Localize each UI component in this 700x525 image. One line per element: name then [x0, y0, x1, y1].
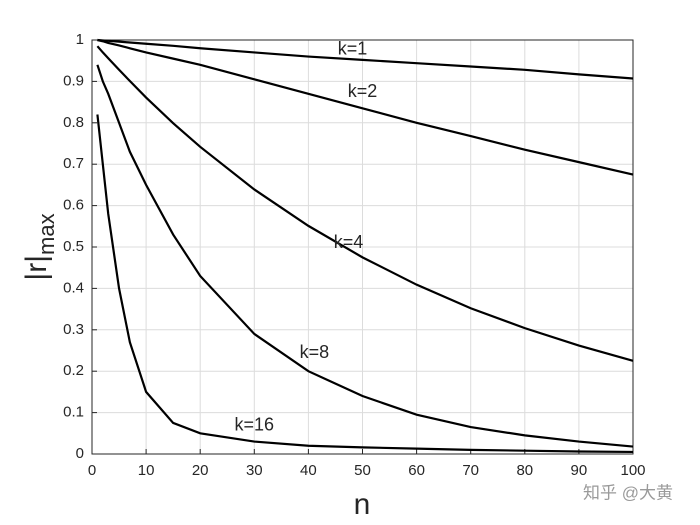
x-tick-label: 80 — [516, 462, 533, 479]
y-tick-label: 0.4 — [63, 279, 84, 296]
x-tick-label: 40 — [300, 462, 317, 479]
y-tick-label: 0.2 — [63, 362, 84, 379]
x-tick-label: 70 — [462, 462, 479, 479]
curve — [96, 64, 634, 448]
y-tick-label: 0.5 — [63, 238, 84, 255]
y-axis-label-sub: max — [34, 213, 59, 255]
curve-label: k=4 — [334, 232, 364, 252]
y-tick-label: 0.1 — [63, 404, 84, 421]
y-tick-label: 0.3 — [63, 321, 84, 338]
curve-label: k=16 — [235, 414, 275, 434]
y-axis-label-main: |r| — [20, 255, 53, 281]
y-tick-label: 0.7 — [63, 155, 84, 172]
x-tick-label: 60 — [408, 462, 425, 479]
x-tick-label: 0 — [88, 462, 96, 479]
curve — [96, 114, 634, 454]
y-axis-label: |r|max — [20, 213, 59, 280]
x-tick-label: 50 — [354, 462, 371, 479]
curve-label: k=2 — [348, 81, 378, 101]
curve — [97, 38, 634, 80]
y-tick-label: 0.6 — [63, 197, 84, 214]
curve-label: k=1 — [338, 39, 368, 59]
x-axis-label: n — [354, 488, 371, 521]
watermark: 知乎 @大黄 — [583, 483, 673, 502]
x-tick-label: 30 — [246, 462, 263, 479]
x-tick-label: 20 — [192, 462, 209, 479]
x-tick-label: 10 — [138, 462, 155, 479]
curve — [97, 38, 634, 176]
y-tick-label: 1 — [76, 31, 84, 48]
y-axis-label-group: |r|max — [20, 213, 59, 280]
y-tick-label: 0.9 — [63, 72, 84, 89]
x-tick-label: 90 — [571, 462, 588, 479]
y-tick-label: 0 — [76, 445, 84, 462]
curve — [96, 45, 634, 362]
y-tick-label: 0.8 — [63, 114, 84, 131]
plot-frame — [91, 39, 634, 455]
x-tick-label: 100 — [620, 462, 645, 479]
curve-label: k=8 — [300, 342, 330, 362]
